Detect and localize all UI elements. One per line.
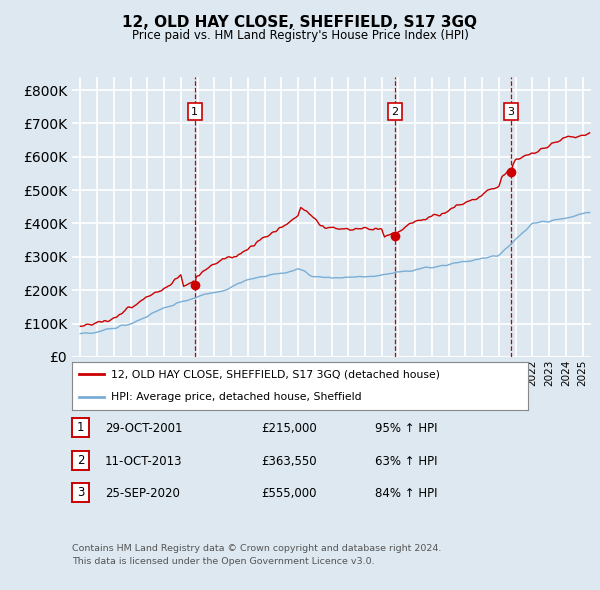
Text: 2: 2	[77, 454, 84, 467]
Text: Price paid vs. HM Land Registry's House Price Index (HPI): Price paid vs. HM Land Registry's House …	[131, 30, 469, 42]
Text: 63% ↑ HPI: 63% ↑ HPI	[375, 455, 437, 468]
Text: 29-OCT-2001: 29-OCT-2001	[105, 422, 182, 435]
Text: 2: 2	[391, 107, 398, 117]
Text: 25-SEP-2020: 25-SEP-2020	[105, 487, 180, 500]
Text: 12, OLD HAY CLOSE, SHEFFIELD, S17 3GQ: 12, OLD HAY CLOSE, SHEFFIELD, S17 3GQ	[122, 15, 478, 30]
Text: 1: 1	[191, 107, 198, 117]
Text: 84% ↑ HPI: 84% ↑ HPI	[375, 487, 437, 500]
Text: 1: 1	[77, 421, 84, 434]
Text: 3: 3	[77, 486, 84, 499]
Text: HPI: Average price, detached house, Sheffield: HPI: Average price, detached house, Shef…	[111, 392, 361, 402]
Text: 11-OCT-2013: 11-OCT-2013	[105, 455, 182, 468]
Text: £363,550: £363,550	[261, 455, 317, 468]
Text: This data is licensed under the Open Government Licence v3.0.: This data is licensed under the Open Gov…	[72, 558, 374, 566]
Text: 95% ↑ HPI: 95% ↑ HPI	[375, 422, 437, 435]
Text: £555,000: £555,000	[261, 487, 317, 500]
Text: £215,000: £215,000	[261, 422, 317, 435]
Text: 12, OLD HAY CLOSE, SHEFFIELD, S17 3GQ (detached house): 12, OLD HAY CLOSE, SHEFFIELD, S17 3GQ (d…	[111, 369, 440, 379]
Text: Contains HM Land Registry data © Crown copyright and database right 2024.: Contains HM Land Registry data © Crown c…	[72, 545, 442, 553]
Text: 3: 3	[508, 107, 515, 117]
